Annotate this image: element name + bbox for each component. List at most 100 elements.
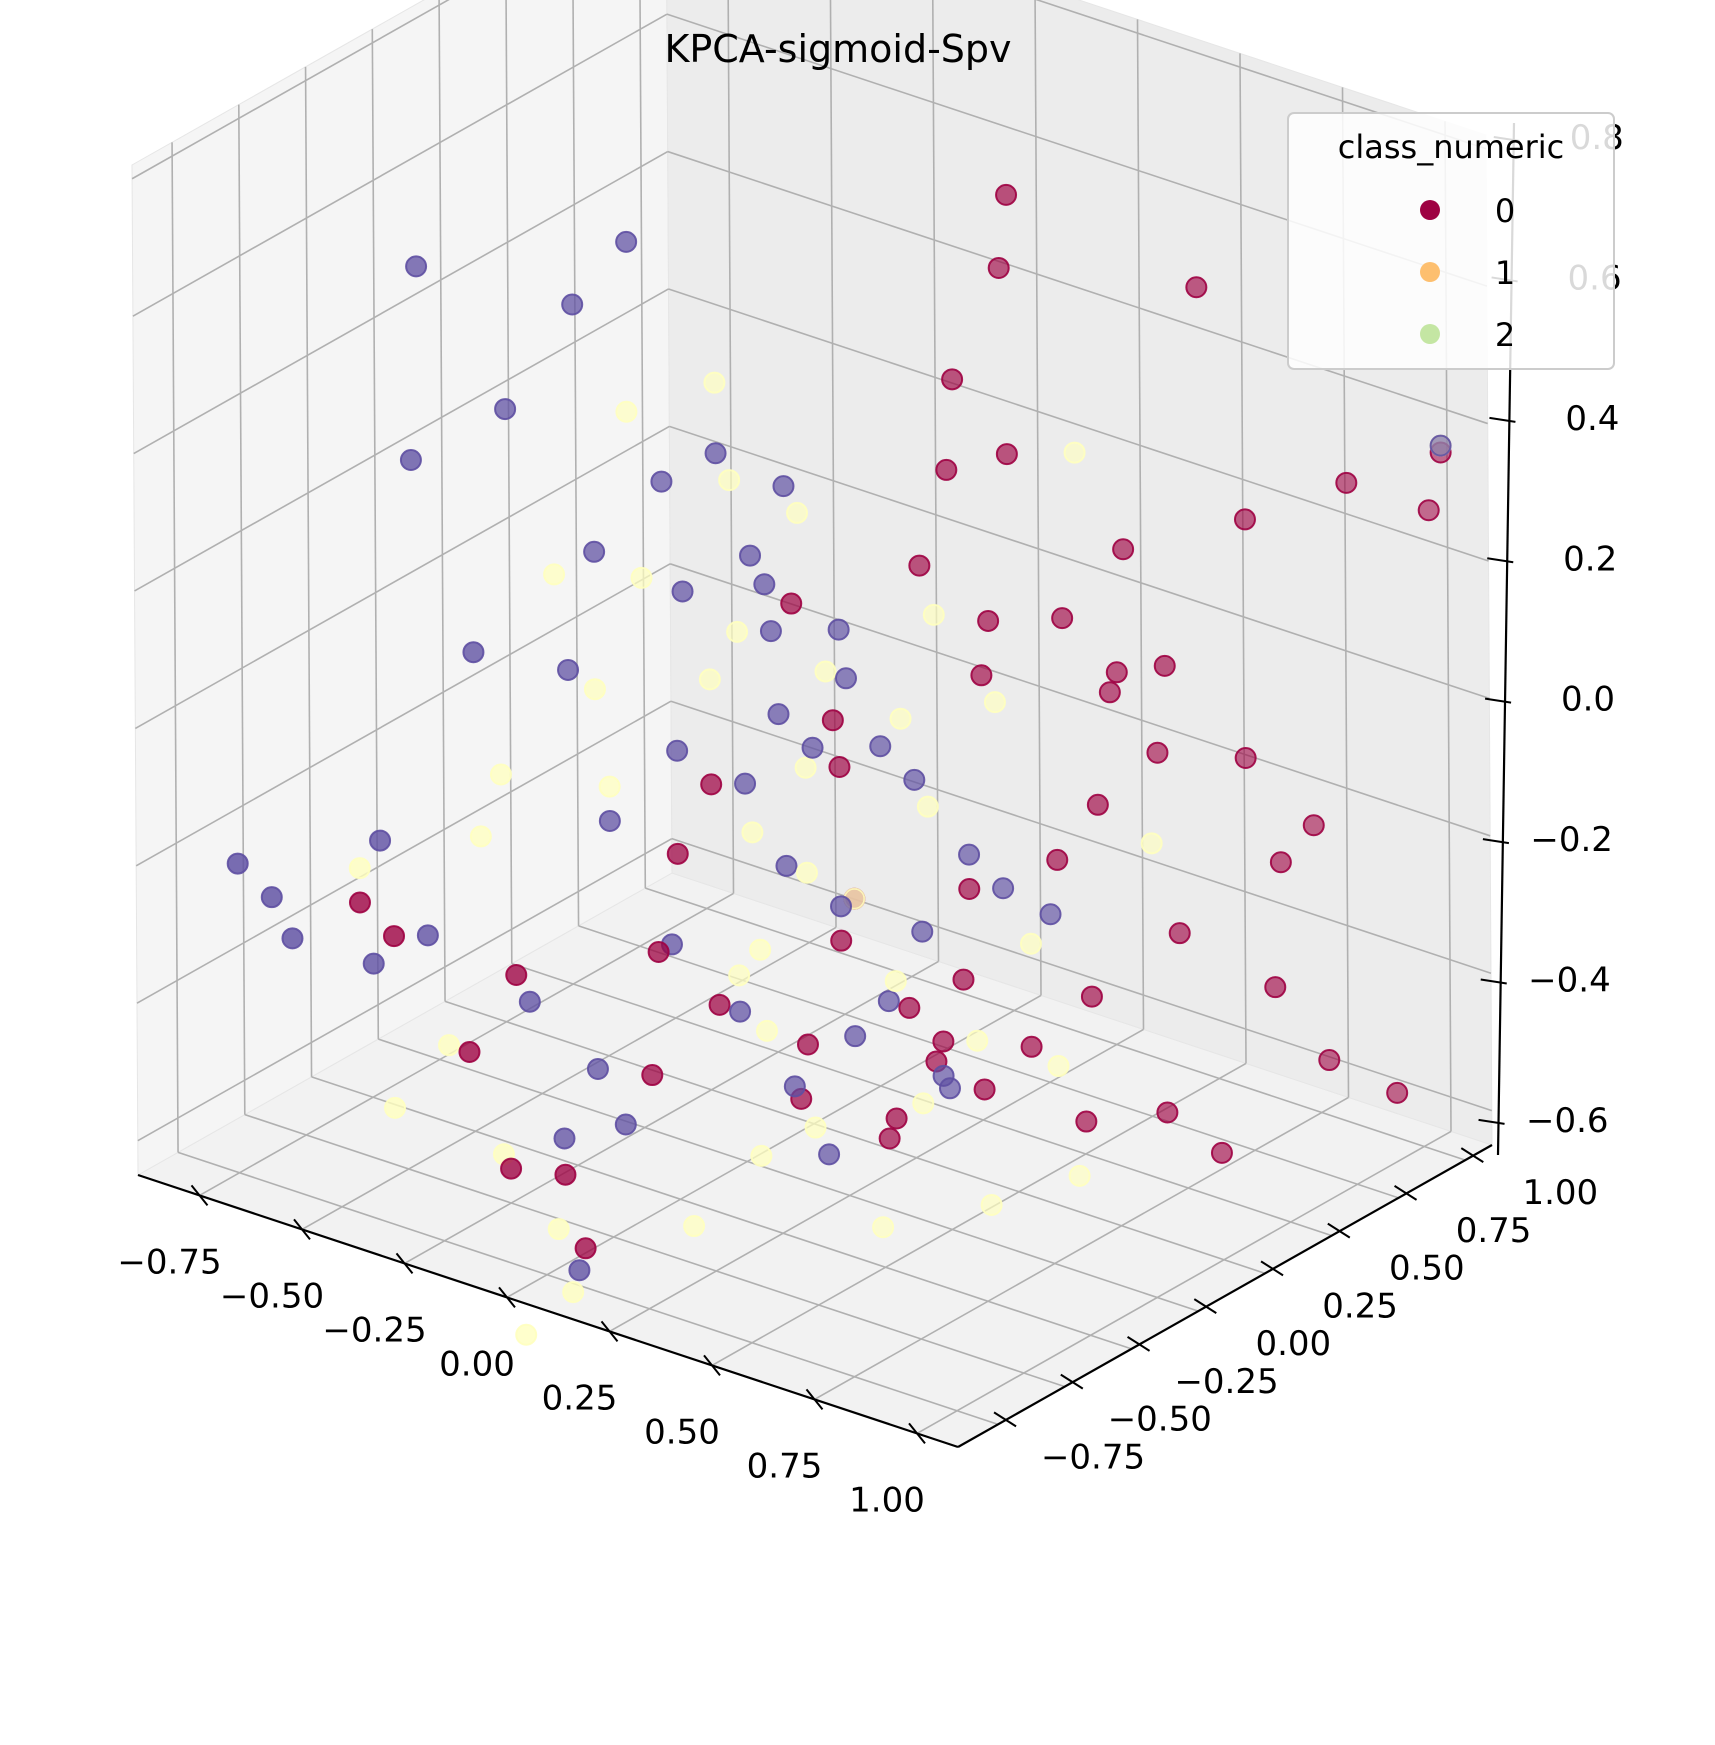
x-tick-mark	[498, 1286, 516, 1309]
data-point	[458, 1040, 481, 1063]
data-point	[554, 1163, 577, 1186]
data-point	[1112, 538, 1135, 561]
data-point	[557, 658, 580, 681]
grid-line-y-left	[171, 142, 179, 1153]
grid-line-z-back	[667, 150, 1488, 425]
data-point	[983, 691, 1006, 714]
data-point	[574, 1237, 597, 1260]
data-point	[1210, 1141, 1233, 1164]
legend-marker	[1420, 200, 1440, 220]
data-point	[935, 458, 958, 481]
x-tick-label: −0.50	[220, 1276, 324, 1316]
data-point	[992, 877, 1015, 900]
data-point	[1086, 793, 1109, 816]
data-point	[226, 852, 249, 875]
y-tick-mark	[1060, 1373, 1084, 1390]
data-point	[786, 501, 809, 524]
data-point	[977, 609, 1000, 632]
data-point	[1302, 814, 1325, 837]
grid-line-z-left	[135, 563, 671, 867]
data-point	[1269, 851, 1292, 874]
data-point	[783, 1075, 806, 1098]
legend-marker	[1420, 262, 1440, 282]
data-point	[830, 895, 853, 918]
grid-line-z-left	[133, 150, 669, 455]
x-tick-label: 0.75	[747, 1446, 823, 1486]
grid-line-x-floor	[609, 1028, 1144, 1333]
data-point	[912, 1092, 935, 1115]
grid-line-z-left	[134, 425, 670, 730]
data-point	[872, 1216, 895, 1239]
data-point	[987, 256, 1010, 279]
z-tick-mark	[1482, 838, 1510, 845]
data-point	[767, 703, 790, 726]
data-point	[796, 1033, 819, 1056]
data-point	[562, 1281, 585, 1304]
data-point	[830, 929, 853, 952]
data-point	[362, 952, 385, 975]
grid-line-y-floor	[645, 887, 1466, 1161]
data-point	[630, 566, 653, 589]
data-point	[775, 854, 798, 877]
data-point	[1335, 471, 1358, 494]
data-point	[399, 449, 422, 472]
data-point	[583, 678, 606, 701]
data-point	[650, 470, 673, 493]
data-point	[980, 1193, 1003, 1216]
data-point	[704, 442, 727, 465]
data-point	[437, 1034, 460, 1057]
z-tick-label: 0.0	[1561, 680, 1615, 720]
grid-line-z-back	[669, 563, 1491, 837]
data-point	[889, 707, 912, 730]
grid-line-y-floor	[311, 1076, 1132, 1350]
grid-line-z-left	[136, 700, 672, 1004]
legend-label: 2	[1495, 316, 1515, 354]
data-point	[583, 540, 606, 563]
data-point	[801, 736, 824, 759]
data-point	[1075, 1110, 1098, 1133]
x-tick-mark	[703, 1354, 721, 1377]
data-point	[821, 709, 844, 732]
data-point	[1153, 654, 1176, 677]
data-point	[384, 1096, 407, 1119]
data-point	[908, 554, 931, 577]
data-point	[966, 1029, 989, 1052]
data-point	[1185, 276, 1208, 299]
data-point	[1429, 434, 1452, 457]
data-point	[615, 400, 638, 423]
data-point	[568, 1259, 591, 1282]
data-point	[260, 886, 283, 909]
data-point	[728, 964, 751, 987]
grid-line-x-back	[931, 0, 940, 962]
data-point	[844, 1025, 867, 1048]
z-tick-mark	[1478, 1118, 1505, 1125]
z-tick-label: 0.4	[1565, 399, 1619, 439]
data-point	[666, 842, 689, 865]
grid-line-z-back	[1035, 0, 1487, 150]
data-point	[543, 563, 566, 586]
x-tick-mark	[805, 1388, 824, 1411]
grid-line-x-back	[1239, 53, 1247, 1064]
data-point	[598, 809, 621, 832]
data-point	[903, 768, 926, 791]
data-point	[586, 1057, 609, 1080]
data-point	[759, 620, 782, 643]
data-point	[598, 775, 621, 798]
data-point	[814, 660, 837, 683]
data-point	[804, 1116, 827, 1139]
grid-line-x-floor	[916, 1130, 1452, 1435]
data-point	[911, 920, 934, 943]
grid-line-y-floor	[444, 1000, 1266, 1275]
x-tick-label: 0.25	[542, 1378, 618, 1418]
data-point	[734, 772, 757, 795]
y-tick-mark	[1193, 1298, 1217, 1314]
data-point	[416, 924, 439, 947]
data-point	[671, 580, 694, 603]
data-point	[878, 1127, 901, 1150]
data-point	[1140, 832, 1163, 855]
data-point	[505, 963, 528, 986]
data-point	[405, 255, 428, 278]
x-tick-mark	[908, 1422, 926, 1445]
data-point	[614, 1113, 637, 1136]
data-point	[383, 925, 406, 948]
